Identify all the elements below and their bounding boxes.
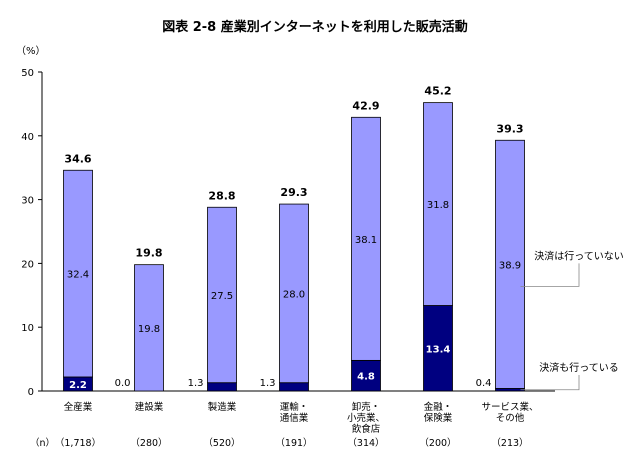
n-value: （200） [419,437,456,449]
legend-leader-not-settled [520,263,580,287]
y-axis-unit-label: （%） [16,45,46,57]
data-label-not-settled: 28.0 [283,289,305,300]
bar-segment-not-settled [279,203,309,384]
category-label: 製造業 [208,401,237,413]
total-label: 28.8 [208,189,235,202]
n-label: （n） [30,437,55,449]
total-label: 39.3 [496,122,523,135]
data-label-not-settled: 19.8 [138,324,160,335]
legend-leader-settled [520,375,580,391]
category-label: サービス業、 [481,401,538,413]
bar-segment-settled [279,382,309,392]
legend-label-settled: 決済も行っている [539,361,619,374]
category-label: 運輸・ [280,401,309,413]
y-tick-label: 50 [21,68,34,79]
legend-label-not-settled: 決済は行っていない [534,249,624,262]
data-label-settled: 2.2 [69,380,87,391]
bar-segment-not-settled [423,102,453,306]
data-label-not-settled: 38.1 [355,235,377,246]
data-label-not-settled: 31.8 [427,200,449,211]
data-label-not-settled: 32.4 [67,270,89,281]
data-label-settled: 1.3 [260,378,276,389]
total-label: 29.3 [280,186,307,199]
data-label-settled: 1.3 [188,378,204,389]
data-label-settled: 0.4 [476,378,492,389]
y-tick-label: 0 [28,387,34,398]
category-label: 建設業 [135,401,164,413]
category-label: 保険業 [424,412,453,424]
category-label: その他 [496,412,525,424]
bar-segment-settled [351,359,381,392]
n-value: （280） [130,437,167,449]
n-value: （1,718） [55,437,101,449]
y-tick-label: 10 [21,323,34,334]
bar-segment-not-settled [134,264,164,392]
category-label: 金融・ [424,401,453,413]
y-tick-label: 30 [21,196,34,207]
total-label: 19.8 [135,247,162,260]
n-value: （520） [203,437,240,449]
chart-title: 図表 2-8 産業別インターネットを利用した販売活動 [162,19,468,35]
data-label-settled: 0.0 [115,378,131,389]
total-label: 45.2 [424,85,451,98]
total-label: 34.6 [64,152,91,165]
category-label: 卸売・ [352,401,381,413]
n-value: （314） [347,437,384,449]
bar-segment-settled [207,382,237,392]
data-label-not-settled: 27.5 [211,291,233,302]
category-label: 通信業 [280,412,309,424]
bar-segment-not-settled [495,139,525,389]
category-label: 飲食店 [352,423,381,435]
bar-segment-not-settled [63,169,93,378]
bar-segment-not-settled [207,206,237,384]
y-tick-label: 20 [21,259,34,270]
category-label: 小売業、 [347,412,385,424]
category-label: 全産業 [64,401,93,413]
data-label-settled: 4.8 [357,372,375,383]
y-tick-label: 40 [21,132,34,143]
n-value: （191） [275,437,312,449]
data-label-settled: 13.4 [426,344,451,355]
data-label-not-settled: 38.9 [499,260,521,271]
n-value: （213） [491,437,528,449]
bar-segment-not-settled [351,116,381,361]
total-label: 42.9 [352,99,379,112]
